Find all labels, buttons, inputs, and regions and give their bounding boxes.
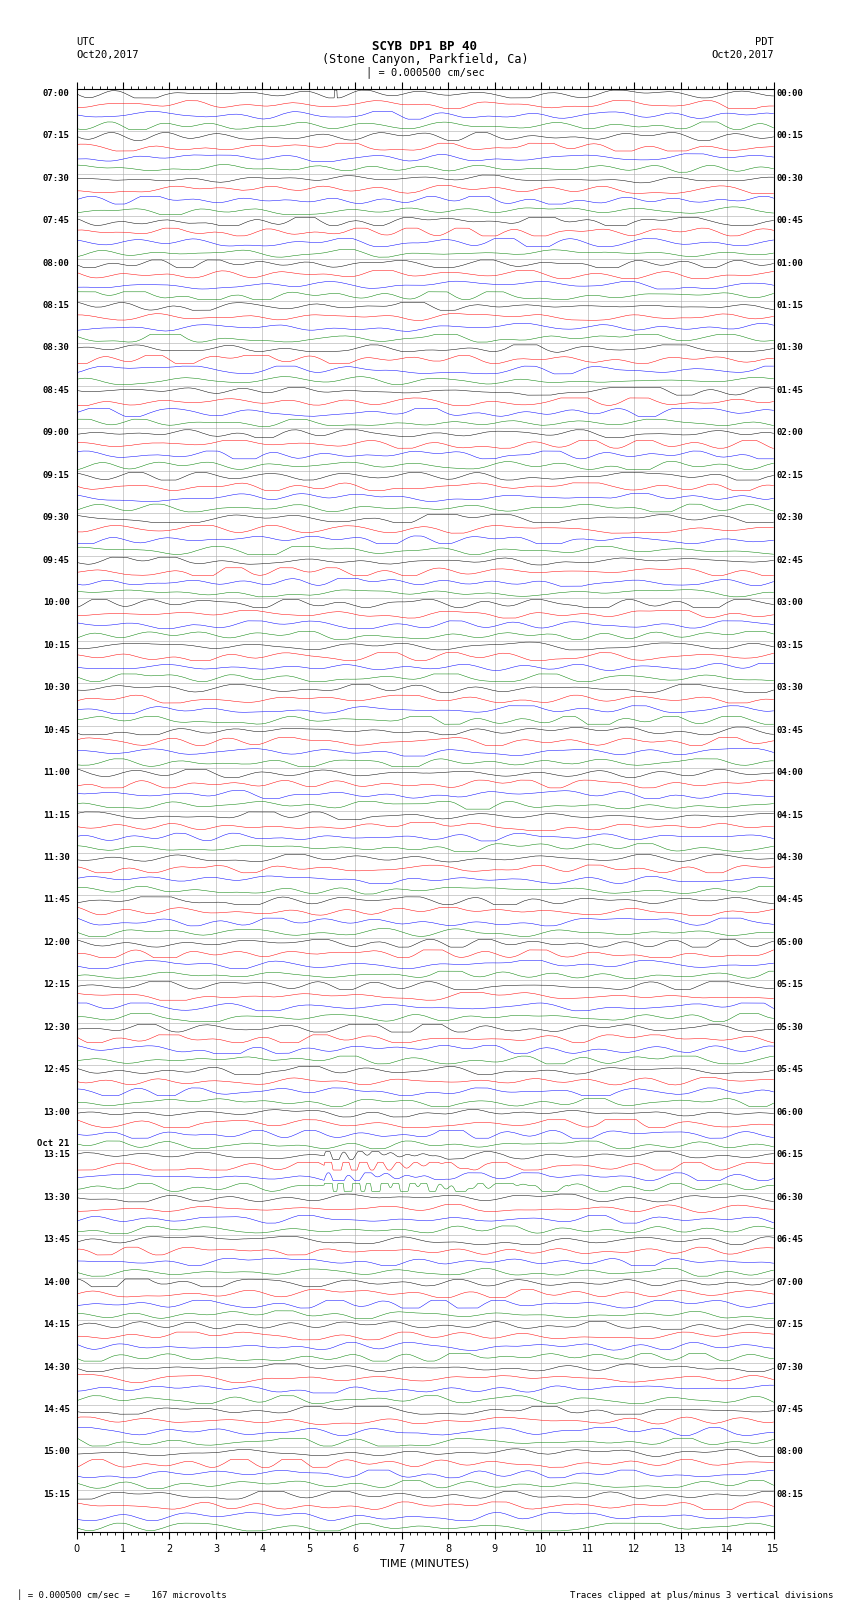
Text: 01:30: 01:30 [777, 344, 804, 353]
Text: 03:15: 03:15 [777, 640, 804, 650]
Text: 07:30: 07:30 [777, 1363, 804, 1371]
Text: 13:00: 13:00 [42, 1108, 70, 1116]
Text: 07:30: 07:30 [42, 174, 70, 182]
Text: 04:00: 04:00 [777, 768, 804, 777]
Text: 14:45: 14:45 [42, 1405, 70, 1415]
Text: 02:15: 02:15 [777, 471, 804, 479]
Text: 10:45: 10:45 [42, 726, 70, 734]
Text: 07:00: 07:00 [777, 1277, 804, 1287]
Text: 08:15: 08:15 [42, 302, 70, 310]
Text: 12:15: 12:15 [42, 981, 70, 989]
Text: 09:30: 09:30 [42, 513, 70, 523]
Text: 05:15: 05:15 [777, 981, 804, 989]
Text: 00:15: 00:15 [777, 131, 804, 140]
Text: 10:15: 10:15 [42, 640, 70, 650]
Text: 15:00: 15:00 [42, 1447, 70, 1457]
Text: UTC: UTC [76, 37, 95, 47]
Text: 07:15: 07:15 [42, 131, 70, 140]
Text: 04:30: 04:30 [777, 853, 804, 861]
Text: 15:15: 15:15 [42, 1490, 70, 1498]
Text: │ = 0.000500 cm/sec: │ = 0.000500 cm/sec [366, 66, 484, 77]
Text: 05:45: 05:45 [777, 1065, 804, 1074]
Text: 05:00: 05:00 [777, 937, 804, 947]
Text: 11:15: 11:15 [42, 811, 70, 819]
Text: 14:30: 14:30 [42, 1363, 70, 1371]
Text: 04:15: 04:15 [777, 811, 804, 819]
Text: 06:30: 06:30 [777, 1192, 804, 1202]
Text: 08:30: 08:30 [42, 344, 70, 353]
Text: 07:15: 07:15 [777, 1319, 804, 1329]
Text: 14:15: 14:15 [42, 1319, 70, 1329]
Text: 07:45: 07:45 [777, 1405, 804, 1415]
Text: 01:00: 01:00 [777, 258, 804, 268]
Text: 00:30: 00:30 [777, 174, 804, 182]
Text: SCYB DP1 BP 40: SCYB DP1 BP 40 [372, 40, 478, 53]
Text: 09:45: 09:45 [42, 556, 70, 565]
Text: 06:00: 06:00 [777, 1108, 804, 1116]
Text: 01:45: 01:45 [777, 386, 804, 395]
X-axis label: TIME (MINUTES): TIME (MINUTES) [381, 1558, 469, 1568]
Text: 07:00: 07:00 [42, 89, 70, 98]
Text: 02:30: 02:30 [777, 513, 804, 523]
Text: 03:30: 03:30 [777, 684, 804, 692]
Text: 02:00: 02:00 [777, 429, 804, 437]
Text: 14:00: 14:00 [42, 1277, 70, 1287]
Text: (Stone Canyon, Parkfield, Ca): (Stone Canyon, Parkfield, Ca) [321, 53, 529, 66]
Text: 10:00: 10:00 [42, 598, 70, 606]
Text: 08:00: 08:00 [42, 258, 70, 268]
Text: 06:15: 06:15 [777, 1150, 804, 1160]
Text: Traces clipped at plus/minus 3 vertical divisions: Traces clipped at plus/minus 3 vertical … [570, 1590, 833, 1600]
Text: 13:15: 13:15 [42, 1150, 70, 1160]
Text: 04:45: 04:45 [777, 895, 804, 905]
Text: Oct20,2017: Oct20,2017 [76, 50, 139, 60]
Text: 12:45: 12:45 [42, 1065, 70, 1074]
Text: 00:45: 00:45 [777, 216, 804, 226]
Text: 09:00: 09:00 [42, 429, 70, 437]
Text: 10:30: 10:30 [42, 684, 70, 692]
Text: 12:30: 12:30 [42, 1023, 70, 1032]
Text: 03:45: 03:45 [777, 726, 804, 734]
Text: 08:00: 08:00 [777, 1447, 804, 1457]
Text: 00:00: 00:00 [777, 89, 804, 98]
Text: 09:15: 09:15 [42, 471, 70, 479]
Text: 01:15: 01:15 [777, 302, 804, 310]
Text: Oct 21: Oct 21 [37, 1139, 70, 1148]
Text: │ = 0.000500 cm/sec =    167 microvolts: │ = 0.000500 cm/sec = 167 microvolts [17, 1589, 227, 1600]
Text: 13:30: 13:30 [42, 1192, 70, 1202]
Text: 08:45: 08:45 [42, 386, 70, 395]
Text: 07:45: 07:45 [42, 216, 70, 226]
Text: 02:45: 02:45 [777, 556, 804, 565]
Text: 03:00: 03:00 [777, 598, 804, 606]
Text: 11:00: 11:00 [42, 768, 70, 777]
Text: 11:30: 11:30 [42, 853, 70, 861]
Text: 08:15: 08:15 [777, 1490, 804, 1498]
Text: PDT: PDT [755, 37, 774, 47]
Text: 13:45: 13:45 [42, 1236, 70, 1244]
Text: Oct20,2017: Oct20,2017 [711, 50, 774, 60]
Text: 06:45: 06:45 [777, 1236, 804, 1244]
Text: 11:45: 11:45 [42, 895, 70, 905]
Text: 12:00: 12:00 [42, 937, 70, 947]
Text: 05:30: 05:30 [777, 1023, 804, 1032]
